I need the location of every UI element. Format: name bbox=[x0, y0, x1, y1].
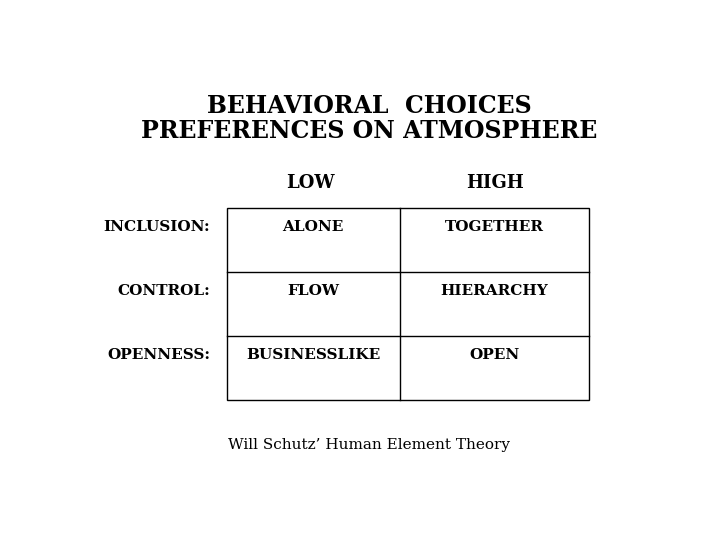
Text: Will Schutz’ Human Element Theory: Will Schutz’ Human Element Theory bbox=[228, 438, 510, 453]
Text: ALONE: ALONE bbox=[282, 220, 344, 234]
Text: BUSINESSLIKE: BUSINESSLIKE bbox=[246, 348, 380, 362]
Text: LOW: LOW bbox=[286, 174, 335, 192]
Text: HIERARCHY: HIERARCHY bbox=[441, 284, 549, 298]
Text: OPENNESS:: OPENNESS: bbox=[107, 348, 210, 362]
Text: PREFERENCES ON ATMOSPHERE: PREFERENCES ON ATMOSPHERE bbox=[141, 119, 597, 143]
Text: CONTROL:: CONTROL: bbox=[117, 284, 210, 298]
Bar bbox=[227, 208, 590, 400]
Text: BEHAVIORAL  CHOICES: BEHAVIORAL CHOICES bbox=[207, 94, 531, 118]
Text: TOGETHER: TOGETHER bbox=[445, 220, 544, 234]
Text: FLOW: FLOW bbox=[287, 284, 339, 298]
Text: HIGH: HIGH bbox=[466, 174, 523, 192]
Text: INCLUSION:: INCLUSION: bbox=[104, 220, 210, 234]
Text: OPEN: OPEN bbox=[469, 348, 520, 362]
